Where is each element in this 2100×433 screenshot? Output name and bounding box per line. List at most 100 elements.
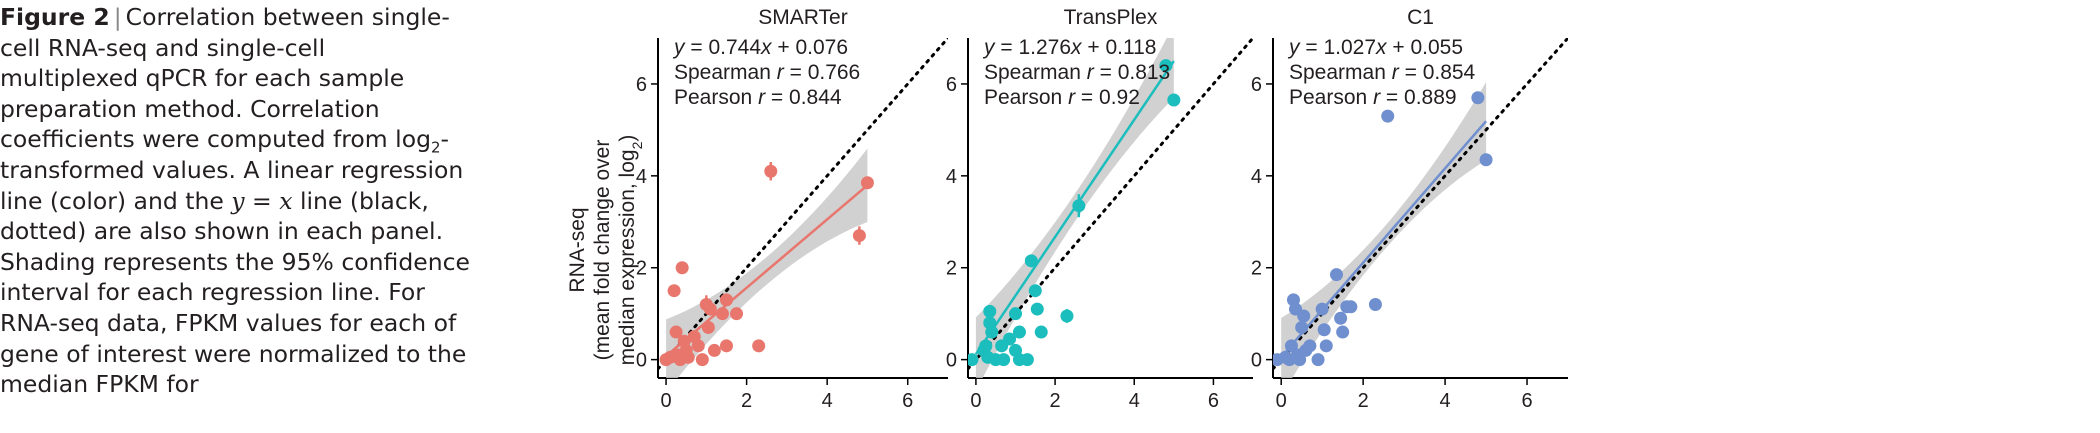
plot-area	[658, 38, 948, 378]
data-point	[1003, 332, 1017, 346]
caption-text: =	[244, 186, 280, 215]
plot-area	[1273, 38, 1568, 378]
panel-annotation: Pearson r = 0.92	[984, 86, 1140, 109]
data-point	[752, 339, 766, 353]
y-tick-label: 6	[1251, 74, 1262, 96]
data-point	[695, 353, 709, 367]
x-tick-label: 2	[1050, 390, 1061, 412]
data-point	[703, 302, 717, 316]
caption-italic-y: y	[231, 186, 245, 215]
panel-annotation: y = 1.027x + 0.055	[1287, 36, 1463, 59]
y-tick-label: 2	[1251, 258, 1262, 280]
y-axis-label-line: RNA-seq	[566, 207, 589, 292]
caption-subscript: 2	[431, 139, 441, 158]
data-point	[1319, 339, 1333, 353]
y-tick-label: 6	[946, 74, 957, 96]
x-tick-label: 4	[822, 390, 833, 412]
identity-line	[968, 38, 1253, 371]
data-point	[1293, 353, 1307, 367]
y-axis-label-line: median expression, log2)	[616, 135, 645, 366]
data-point	[1060, 309, 1074, 323]
data-point	[997, 353, 1011, 367]
panel-annotation: y = 1.276x + 0.118	[982, 36, 1156, 59]
data-point	[669, 325, 683, 339]
caption-text: -transformed values. A linear regression…	[0, 125, 464, 215]
data-point	[1471, 91, 1485, 105]
confidence-band	[666, 148, 868, 378]
caption-text: line (black, dotted) are also shown in e…	[0, 186, 470, 399]
y-tick-label: 0	[636, 350, 647, 372]
data-point	[701, 320, 715, 334]
panel-title: C1	[1407, 6, 1434, 29]
data-point	[764, 164, 778, 178]
caption-italic-x: x	[279, 186, 293, 215]
data-point	[1024, 254, 1038, 268]
x-tick-label: 6	[1208, 390, 1219, 412]
data-point	[719, 339, 733, 353]
panel-title: SMARTer	[758, 6, 847, 29]
panel-annotation: Spearman r = 0.766	[674, 61, 860, 84]
caption-separator: |	[113, 3, 122, 31]
x-tick-label: 2	[1358, 390, 1369, 412]
identity-line	[658, 38, 948, 371]
y-tick-label: 4	[946, 166, 957, 188]
x-tick-label: 6	[902, 390, 913, 412]
data-point	[979, 339, 993, 353]
data-point	[1167, 93, 1181, 107]
data-point	[860, 176, 874, 190]
x-tick-label: 0	[970, 390, 981, 412]
regression-line	[1280, 120, 1487, 358]
data-point	[681, 350, 695, 364]
y-tick-label: 2	[636, 258, 647, 280]
data-point	[1020, 353, 1034, 367]
data-point	[968, 353, 979, 367]
plot-area	[968, 38, 1253, 378]
data-point	[983, 304, 997, 318]
scatter-panel: TransPlex 0 2 4 6 0 2 4 6 y = 1.276x + 0.118Spear…	[946, 6, 1253, 412]
data-point	[1315, 302, 1329, 316]
data-point	[1330, 268, 1344, 282]
data-point	[715, 307, 729, 321]
data-point	[1317, 323, 1331, 337]
x-tick-label: 2	[741, 390, 752, 412]
y-axis-label-line: (mean fold change over	[591, 140, 614, 361]
data-point	[985, 325, 999, 339]
caption-label: Figure 2	[0, 3, 110, 31]
panel-annotation: Spearman r = 0.854	[1289, 61, 1476, 84]
data-point	[1284, 339, 1298, 353]
y-tick-label: 2	[946, 258, 957, 280]
caption-text: Correlation between single-cell RNA-seq …	[0, 3, 450, 154]
data-point	[1012, 325, 1026, 339]
data-point	[1028, 284, 1042, 298]
y-tick-label: 4	[636, 166, 647, 188]
data-point	[707, 343, 721, 357]
data-point	[1303, 339, 1317, 353]
data-point	[730, 307, 744, 321]
data-point	[1334, 311, 1348, 325]
data-point	[1295, 320, 1309, 334]
data-point	[667, 284, 681, 298]
data-point	[1311, 353, 1325, 367]
data-point	[1336, 325, 1350, 339]
y-axis-label: RNA-seq (mean fold change over median ex…	[566, 135, 645, 366]
data-point	[1368, 297, 1382, 311]
data-point	[1009, 307, 1022, 321]
data-point	[1030, 302, 1044, 316]
y-tick-label: 4	[1251, 166, 1262, 188]
x-tick-label: 4	[1129, 390, 1140, 412]
x-tick-label: 0	[1276, 390, 1287, 412]
data-point	[1344, 300, 1358, 314]
panel-annotation: Pearson r = 0.844	[674, 86, 842, 109]
x-tick-label: 6	[1521, 390, 1532, 412]
data-point	[691, 339, 705, 353]
scatter-panel: SMARTer 0 2 4 6 0 2 4 6 y = 0.744x + 0.076Spearma…	[636, 6, 948, 412]
figure-caption: Figure 2 | Correlation between single-cell…	[0, 2, 470, 400]
data-point	[1381, 109, 1395, 123]
data-point	[1159, 59, 1173, 73]
data-point	[1034, 325, 1048, 339]
panel-annotation: Pearson r = 0.889	[1289, 86, 1457, 109]
panel-title: TransPlex	[1064, 6, 1158, 29]
data-point	[852, 229, 866, 243]
data-point	[675, 261, 689, 275]
